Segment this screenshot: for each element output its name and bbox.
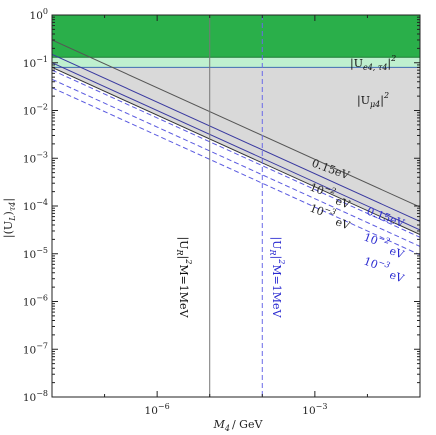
vertical-line-label-0: |UR|2M=1MeV (175, 236, 193, 318)
y-tick-label: 10−3 (23, 150, 48, 165)
shaded-regions (52, 15, 420, 235)
axis-tick-labels: 10−6 10−3 100 10−8 10−7 10−6 10−5 10−4 10−3 10−2 1… (23, 7, 328, 417)
region-e4-tau4 (52, 15, 420, 58)
x-tick-label: 10−3 (302, 402, 327, 417)
y-tick-label: 10−6 (23, 294, 48, 309)
vertical-line-label-1: |UR|2M=1MeV (268, 236, 286, 318)
axis-ticks (51, 14, 421, 398)
series-label-5: 10−3eV (361, 253, 409, 286)
x-axis-title: M4/ GeV (213, 418, 264, 433)
y-tick-label: 100 (30, 7, 48, 22)
y-tick-label: 10−2 (23, 103, 48, 118)
series-lines (52, 15, 420, 397)
region-label-mu4: |Uμ4|2 (357, 91, 389, 109)
x-tick-label: 10−6 (145, 402, 170, 417)
y-tick-label: 10−7 (23, 341, 48, 356)
y-tick-label: 10−4 (23, 198, 48, 213)
series-line-3 (52, 69, 420, 238)
region-mu4-boundary (52, 66, 420, 235)
series-label-1: 10−2eV (307, 179, 355, 212)
series-line-4 (52, 78, 420, 247)
y-tick-label: 10−1 (23, 55, 48, 70)
series-line-2 (52, 62, 420, 231)
region-label-e4-tau4: |Ue4, τ4|2 (350, 54, 396, 72)
series-line-0 (52, 39, 420, 208)
series-label-4: 10−2eV (361, 229, 409, 262)
y-tick-label: 10−5 (23, 246, 48, 261)
series-label-2: 10−3eV (307, 200, 355, 233)
series-line-5 (52, 87, 420, 256)
region-light-green (52, 57, 420, 68)
series-line-1 (52, 53, 420, 222)
y-axis-title: |(UL)τ4| (2, 198, 17, 238)
y-tick-label: 10−8 (23, 389, 48, 404)
